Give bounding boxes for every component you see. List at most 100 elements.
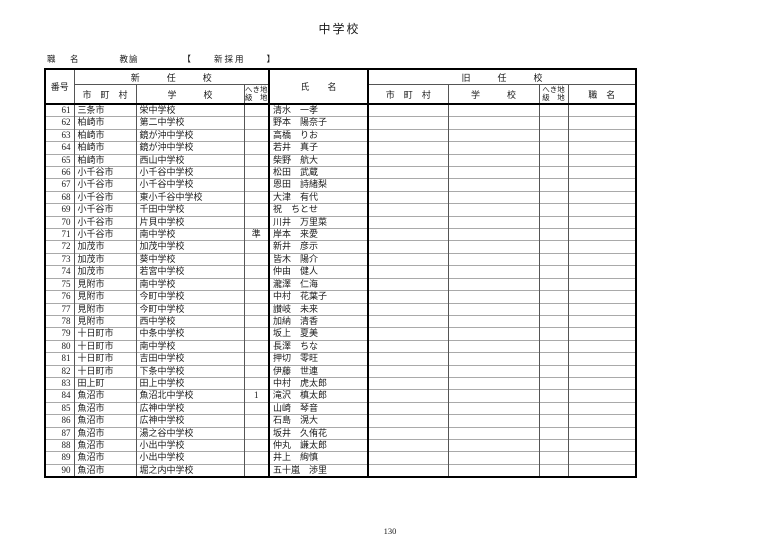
cell-new-municipality: 魚沼市 [73,401,136,415]
cell-old-municipality [367,166,449,179]
cell-name: 川井 万里菜 [268,215,369,229]
cell-new-school: 小千谷中学校 [135,178,244,192]
cell-old-title [567,327,637,341]
cell-new-school: 今町中学校 [135,290,244,303]
cell-new-municipality: 三条市 [73,104,136,117]
cell-old-school [447,327,540,341]
table-row: 84 魚沼市 魚沼北中学校 1 滝沢 槙太郎 [45,389,637,403]
cell-old-school [447,290,540,303]
cell-old-municipality [367,104,449,117]
cell-old-remote-grade [538,376,569,390]
cell-number: 85 [45,401,74,415]
cell-number: 74 [45,265,74,279]
cell-number: 70 [45,215,74,229]
cell-old-municipality [367,228,449,241]
cell-old-school [447,190,540,204]
cell-new-remote-grade [243,203,270,217]
table-row: 74 加茂市 若宮中学校 仲由 健人 [45,265,637,279]
cell-new-remote-grade [243,451,270,465]
cell-new-school: 東小千谷中学校 [135,190,244,204]
cell-new-school: 葵中学校 [135,252,244,266]
cell-old-school [447,352,540,366]
cell-new-remote-grade [243,401,270,415]
cell-number: 62 [45,116,74,130]
cell-name: 仲丸 謙太郎 [268,438,369,452]
cell-name: 滝沢 槙太郎 [268,389,369,403]
position-value: 教諭 [119,54,139,64]
cell-new-school: 小千谷中学校 [135,166,244,179]
table-row: 83 田上町 田上中学校 中村 虎太郎 [45,376,637,390]
cell-number: 81 [45,352,74,366]
cell-name: 瀧澤 仁海 [268,277,369,291]
table-row: 62 柏崎市 第二中学校 野本 陽奈子 [45,116,637,130]
cell-name: 中村 花葉子 [268,290,369,303]
cell-old-municipality [367,451,449,465]
cell-new-municipality: 小千谷市 [73,215,136,229]
cell-new-school: 南中学校 [135,228,244,241]
cell-number: 66 [45,166,74,179]
cell-new-municipality: 魚沼市 [73,414,136,428]
cell-old-remote-grade [538,166,569,179]
cell-old-municipality [367,290,449,303]
cell-old-school [447,339,540,353]
cell-old-title [567,265,637,279]
cell-old-school [447,228,540,241]
cell-new-municipality: 小千谷市 [73,203,136,217]
cell-number: 78 [45,314,74,328]
cell-number: 73 [45,252,74,266]
cell-new-remote-grade: 1 [243,389,270,403]
cell-new-municipality: 柏崎市 [73,128,136,142]
cell-old-remote-grade [538,290,569,303]
cell-number: 84 [45,389,74,403]
cell-old-remote-grade [538,352,569,366]
cell-new-school: 南中学校 [135,277,244,291]
cell-old-municipality [367,128,449,142]
cell-old-title [567,352,637,366]
cell-new-school: 小出中学校 [135,438,244,452]
cell-name: 清水 一孝 [268,104,369,117]
cell-old-municipality [367,376,449,390]
cell-old-remote-grade [538,389,569,403]
cell-new-school: 西山中学校 [135,153,244,167]
cell-old-school [447,265,540,279]
cell-old-remote-grade [538,401,569,415]
cell-old-remote-grade [538,240,569,254]
cell-new-municipality: 十日町市 [73,339,136,353]
cell-new-school: 加茂中学校 [135,240,244,254]
cell-number: 90 [45,463,74,478]
cell-new-school: 魚沼北中学校 [135,389,244,403]
cell-name: 山崎 琴音 [268,401,369,415]
cell-old-title [567,339,637,353]
cell-new-remote-grade [243,414,270,428]
header-old-remote-line1: へき地 [542,84,565,94]
cell-old-school [447,364,540,378]
header-new-remote-line1: へき地 [245,84,268,94]
table-row: 77 見附市 今町中学校 讃岐 未来 [45,302,637,316]
cell-name: 坂上 夏美 [268,327,369,341]
cell-old-school [447,314,540,328]
page-title: 中学校 [318,22,361,36]
header-old-school-group: 旧 任 校 [367,69,637,85]
cell-old-title [567,215,637,229]
cell-number: 67 [45,178,74,192]
cell-new-school: 片貝中学校 [135,215,244,229]
cell-number: 86 [45,414,74,428]
cell-old-municipality [367,178,449,192]
cell-new-remote-grade [243,153,270,167]
table-body: 61 三条市 栄中学校 清水 一孝 62 柏崎市 第二中学校 野本 陽奈子 63 柏崎市 鏡が沖中学… [45,104,637,478]
cell-new-remote-grade [243,463,270,478]
cell-old-municipality [367,352,449,366]
cell-old-school [447,104,540,117]
cell-old-remote-grade [538,178,569,192]
cell-old-school [447,401,540,415]
cell-name: 新井 彦示 [268,240,369,254]
header-old-remote-line2: 級 地 [542,93,565,102]
cell-old-remote-grade [538,463,569,478]
cell-old-school [447,215,540,229]
cell-new-municipality: 十日町市 [73,364,136,378]
cell-number: 68 [45,190,74,204]
cell-old-title [567,389,637,403]
cell-new-municipality: 魚沼市 [73,426,136,440]
cell-new-remote-grade [243,327,270,341]
header-name: 氏 名 [268,69,370,105]
